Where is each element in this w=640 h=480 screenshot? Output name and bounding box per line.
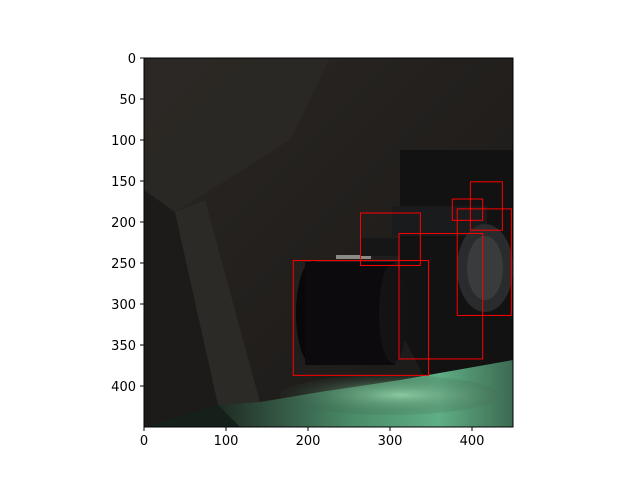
bounding-boxes	[292, 181, 512, 376]
y-tick-label: 400	[111, 380, 136, 395]
bounding-box-3	[398, 232, 484, 360]
bounding-box-2	[359, 212, 421, 266]
bounding-box-4	[456, 208, 512, 316]
x-tick-label: 300	[378, 434, 403, 449]
x-axis: 0 100 200 300 400	[140, 427, 485, 449]
bounding-box-5	[451, 198, 484, 221]
y-tick-label: 200	[111, 216, 136, 231]
y-tick-label: 100	[111, 134, 136, 149]
y-tick-label: 300	[111, 298, 136, 313]
y-tick-label: 0	[128, 52, 136, 67]
x-tick-label: 200	[296, 434, 321, 449]
bounding-box-6	[469, 181, 503, 231]
axes-frame	[143, 57, 514, 428]
y-axis: 0 50 100 150 200 250 300 350 400	[111, 52, 144, 395]
y-tick-label: 50	[119, 93, 136, 108]
x-tick-label: 400	[460, 434, 485, 449]
photo	[144, 58, 513, 427]
y-tick-label: 150	[111, 175, 136, 190]
x-tick-label: 100	[214, 434, 239, 449]
x-tick-label: 0	[140, 434, 148, 449]
y-tick-label: 350	[111, 339, 136, 354]
y-tick-label: 250	[111, 257, 136, 272]
